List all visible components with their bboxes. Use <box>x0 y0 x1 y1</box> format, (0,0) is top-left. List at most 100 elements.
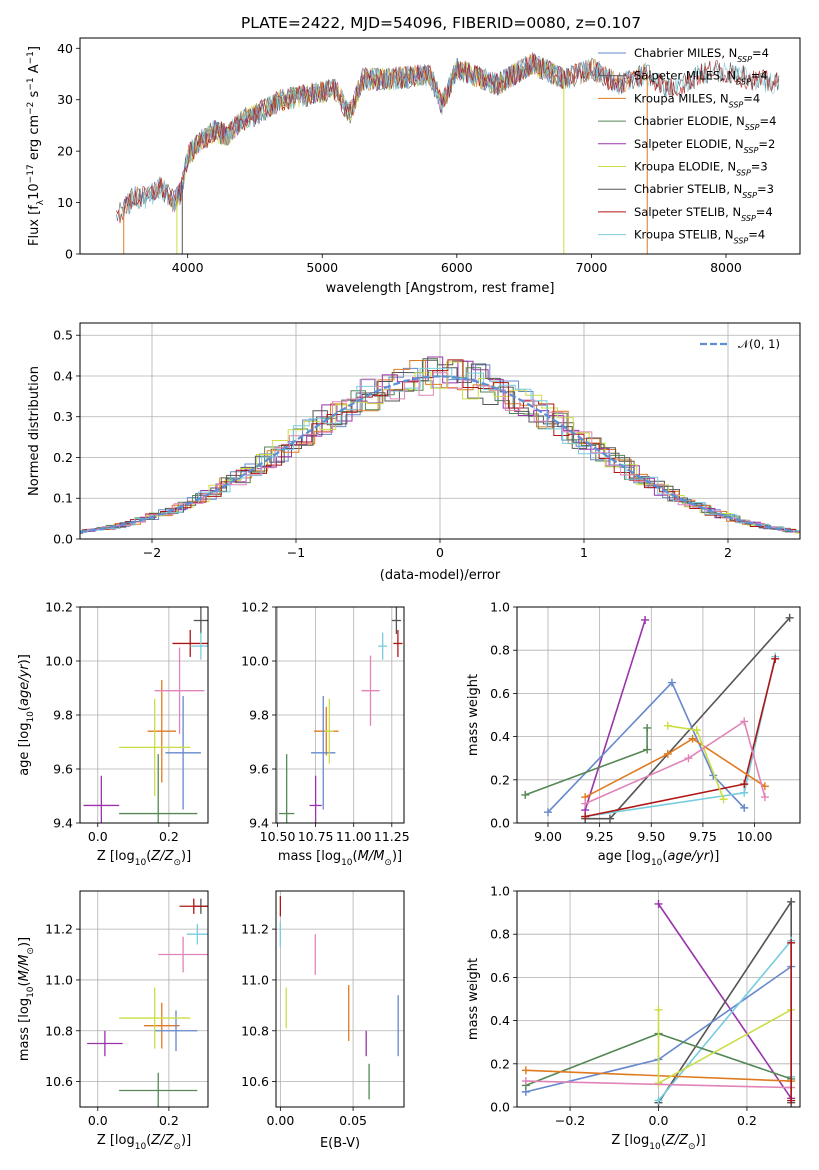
legend-sub: SSP <box>741 213 756 222</box>
legend-entry: Salpeter STELIB, NSSP=4 <box>634 205 773 223</box>
errorbar-point-chabrier_stelib <box>391 607 401 634</box>
legend-sub: SSP <box>729 100 744 109</box>
panel-spectrum: 4000 5000 6000 7000 8000 0 10 20 30 40 wavelength … <box>26 37 801 296</box>
y-tick-label: 10.8 <box>241 1023 269 1038</box>
label-part: 10 <box>649 1142 661 1152</box>
errorbar-point-kroupa_elodie <box>324 698 334 764</box>
x-tick-label: 1 <box>580 545 588 560</box>
label-part: Z/Z <box>150 1133 174 1148</box>
y-tick-label: 9.4 <box>249 816 269 831</box>
y-tick-label: 9.8 <box>53 708 73 723</box>
label-part: age/yr <box>667 849 710 864</box>
y-tick-label: 0.6 <box>490 970 510 985</box>
label-part: mass [log <box>17 998 32 1061</box>
x-tick-label: 0.2 <box>737 1113 757 1128</box>
y-tick-label: 30 <box>57 92 73 107</box>
errorbar-point-pink <box>158 936 208 973</box>
y-tick-label: 9.6 <box>53 762 73 777</box>
legend-sub: SSP <box>742 191 757 200</box>
y-tick-label: 0.4 <box>53 368 73 383</box>
label-part: Z [log <box>97 1133 135 1148</box>
y-tick-label: 1.0 <box>490 884 510 899</box>
weight-marker <box>740 780 749 789</box>
legend-name: Chabrier ELODIE, N <box>634 114 745 128</box>
label-part: M/M <box>17 955 32 982</box>
weight-marker <box>521 1066 530 1075</box>
weight-marker <box>543 808 552 817</box>
y-tick-label: 0.4 <box>490 729 510 744</box>
y-tick-label: 0.4 <box>490 1013 510 1028</box>
x-tick-label: −1 <box>287 545 305 560</box>
plot-area-weight_vs_Z <box>521 897 796 1107</box>
x-axis-label: E(B-V) <box>320 1136 360 1151</box>
weight-marker <box>581 812 590 821</box>
weight-line-kroupa_miles <box>584 737 766 798</box>
legend-value: =2 <box>758 137 775 151</box>
y-tick-label: 10.2 <box>45 600 73 615</box>
label-part: Z [log <box>611 1133 649 1148</box>
legend-sub: SSP <box>737 55 752 64</box>
label-part: )] <box>181 849 191 864</box>
legend-name: Kroupa STELIB, N <box>634 228 734 242</box>
label-part: −2 <box>26 102 36 115</box>
x-axis-label: (data-model)/error <box>380 568 501 583</box>
panel-residuals: −2 −1 0 1 2 0.0 0.1 0.2 0.3 0.4 0.5 (data-model)/er… <box>27 322 801 583</box>
y-axis-label: age [log10(age/yr)] <box>17 654 36 776</box>
errorbar-point-salpeter_elodie <box>309 775 322 823</box>
legend-name: Kroupa MILES, N <box>634 91 729 105</box>
errorbar-point-salpeter_elodie <box>83 775 120 823</box>
plot-area-age_vs_Z <box>83 607 208 823</box>
x-tick-label: 10.50 <box>260 829 296 844</box>
legend-entry: Kroupa ELODIE, NSSP=3 <box>634 160 768 178</box>
y-tick-label: 11.2 <box>45 922 73 937</box>
plot-area-mass_vs_ebv <box>279 896 399 1100</box>
label-part: 10 <box>27 183 42 200</box>
label-part: Flux [f <box>27 205 42 246</box>
label-part: )] <box>709 849 719 864</box>
legend-entry: Chabrier STELIB, NSSP=3 <box>634 182 774 200</box>
label-part: −1 <box>26 77 36 90</box>
plot-area-mass_vs_Z <box>87 898 208 1107</box>
errorbar-point-chabrier_miles <box>311 696 336 810</box>
weight-marker <box>663 721 672 730</box>
y-tick-label: 40 <box>57 41 73 56</box>
label-part: ( <box>146 1133 151 1148</box>
x-tick-label: 0.2 <box>159 1113 179 1128</box>
legend-entry: Salpeter MILES, NSSP=4 <box>634 69 768 87</box>
legend-value: =4 <box>743 91 760 105</box>
weight-marker <box>719 795 728 804</box>
label-part: )] <box>181 1133 191 1148</box>
weight-marker <box>581 799 590 808</box>
label-part: ⊙ <box>173 1142 181 1152</box>
errorbar-point-salpeter_stelib <box>393 629 403 657</box>
x-tick-label: 4000 <box>172 260 204 275</box>
errorbar-point-chabrier_stelib <box>193 607 208 634</box>
x-axis-label: Z [log10(Z/Z⊙)] <box>611 1133 705 1152</box>
x-axis-label: Z [log10(Z/Z⊙)] <box>97 849 191 868</box>
y-tick-label: 10.2 <box>241 600 269 615</box>
y-tick-label: 9.4 <box>53 816 73 831</box>
weight-marker <box>663 749 672 758</box>
y-axis-label: Normed distribution <box>27 366 42 496</box>
weight-marker <box>688 734 697 743</box>
x-tick-label: 9.00 <box>534 829 562 844</box>
legend-sub: SSP <box>744 145 759 154</box>
x-tick-label: 0.00 <box>266 1113 294 1128</box>
legend-sub: SSP <box>734 236 749 245</box>
axes-frame <box>516 606 801 824</box>
label-part: erg cm <box>27 115 42 164</box>
panel-age_vs_mass: 10.50 10.75 11.00 11.25 9.4 9.6 9.8 10.0 10.2 mas… <box>241 600 410 869</box>
weight-marker <box>785 613 794 622</box>
label-part: −17 <box>26 164 36 183</box>
legend-name: Salpeter STELIB, N <box>634 205 741 219</box>
residual-hist-chabrier_stelib <box>80 363 800 534</box>
x-tick-label: −2 <box>143 545 161 560</box>
axes-frame <box>79 322 801 540</box>
weight-marker <box>684 754 693 763</box>
errorbar-point-salpeter_elodie <box>87 1030 123 1057</box>
label-part: ( <box>17 981 32 986</box>
y-tick-label: 0.8 <box>490 643 510 658</box>
weight-marker <box>787 1096 796 1105</box>
axes-frame <box>79 606 209 824</box>
label-part: age/yr <box>17 663 32 706</box>
